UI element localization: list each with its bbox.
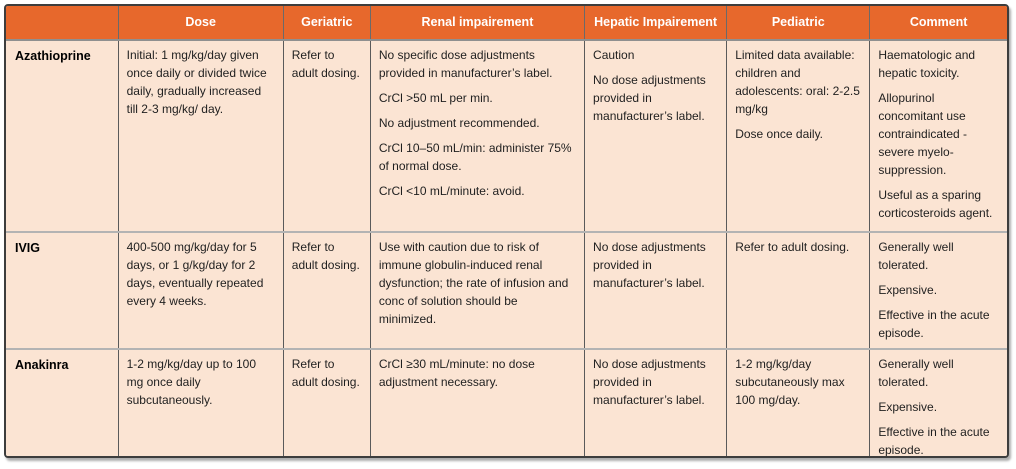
cell-paragraph: Expensive. <box>878 283 938 297</box>
cell-paragraph: CrCl >50 mL per min. <box>378 91 493 105</box>
cell-anakinra-dose: 1-2 mg/kg/day up to 100 mg once daily su… <box>117 348 284 456</box>
cell-paragraph: Refer to adult dosing. <box>291 240 360 272</box>
cell-paragraph: Refer to adult dosing. <box>291 357 360 389</box>
cell-paragraph: 1-2 mg/kg/day up to 100 mg once daily su… <box>126 357 257 407</box>
cell-paragraph: Refer to adult dosing. <box>735 240 850 254</box>
cell-azathioprine-geriatric: Refer to adult dosing. <box>282 40 371 232</box>
cell-azathioprine-hepatic-impairement: Caution No dose adjustments provided in m… <box>584 40 727 232</box>
column-header-hepatic-impairement: Hepatic Impairement <box>584 6 727 41</box>
cell-paragraph: No dose adjustments provided in manufact… <box>593 73 706 123</box>
column-header-drug-corner <box>6 6 119 41</box>
cell-paragraph: No dose adjustments provided in manufact… <box>593 357 706 407</box>
cell-paragraph: Useful as a sparing corticosteroids agen… <box>878 188 993 220</box>
cell-paragraph: 400-500 mg/kg/day for 5 days, or 1 g/kg/… <box>126 240 264 308</box>
cell-ivig-dose: 400-500 mg/kg/day for 5 days, or 1 g/kg/… <box>117 231 284 349</box>
column-header-renal-impairement: Renal impairement <box>369 6 585 41</box>
cell-anakinra-hepatic-impairement: No dose adjustments provided in manufact… <box>584 348 727 456</box>
cell-paragraph: 1-2 mg/kg/day subcutaneously max 100 mg/… <box>735 357 845 407</box>
cell-paragraph: Refer to adult dosing. <box>291 48 360 80</box>
cell-ivig-geriatric: Refer to adult dosing. <box>282 231 371 349</box>
cell-anakinra-geriatric: Refer to adult dosing. <box>282 348 371 456</box>
cell-paragraph: CrCl <10 mL/minute: avoid. <box>378 184 525 198</box>
cell-ivig-renal-impairement: Use with caution due to risk of immune g… <box>369 231 585 349</box>
cell-anakinra-renal-impairement: CrCl ≥30 mL/minute: no dose adjustment n… <box>369 348 585 456</box>
cell-anakinra-comment: Generally well tolerated. Expensive. Effec… <box>869 348 1007 457</box>
dosing-table-frame: Dose Geriatric Renal impairement Hepatic Im… <box>4 4 1009 458</box>
cell-azathioprine-comment: Haematologic and hepatic toxicity. Allopu… <box>869 40 1007 232</box>
cell-paragraph: Dose once daily. <box>735 127 824 141</box>
cell-azathioprine-dose: Initial: 1 mg/kg/day given once daily or… <box>117 40 284 232</box>
cell-paragraph: Generally well tolerated. <box>878 357 954 389</box>
drug-name-cell: IVIG <box>6 231 119 349</box>
cell-paragraph: Use with caution due to risk of immune g… <box>378 240 569 326</box>
cell-paragraph: Generally well tolerated. <box>878 240 954 272</box>
table-row-azathioprine: Azathioprine Initial: 1 mg/kg/day given o… <box>6 40 1007 232</box>
cell-paragraph: CrCl 10–50 mL/min: administer 75% of nor… <box>378 141 572 173</box>
column-header-dose: Dose <box>117 6 284 41</box>
column-header-pediatric: Pediatric <box>726 6 870 41</box>
cell-paragraph: No adjustment recommended. <box>378 116 540 130</box>
cell-paragraph: Effective in the acute episode. <box>878 425 990 457</box>
cell-ivig-comment: Generally well tolerated. Expensive. Effec… <box>869 231 1007 349</box>
cell-paragraph: Caution <box>593 48 635 62</box>
cell-ivig-hepatic-impairement: No dose adjustments provided in manufact… <box>584 231 727 349</box>
cell-anakinra-pediatric: 1-2 mg/kg/day subcutaneously max 100 mg/… <box>726 348 870 456</box>
drug-dosing-table: Dose Geriatric Renal impairement Hepatic Im… <box>6 6 1007 457</box>
cell-paragraph: Initial: 1 mg/kg/day given once daily or… <box>126 48 267 116</box>
header-row: Dose Geriatric Renal impairement Hepatic Im… <box>6 6 1007 41</box>
cell-ivig-pediatric: Refer to adult dosing. <box>726 231 870 349</box>
column-header-comment: Comment <box>869 6 1007 41</box>
drug-name-cell: Anakinra <box>6 348 119 456</box>
cell-paragraph: Expensive. <box>878 400 938 414</box>
cell-paragraph: Limited data available: children and ado… <box>735 48 860 116</box>
cell-paragraph: No specific dose adjustments provided in… <box>378 48 553 80</box>
cell-azathioprine-renal-impairement: No specific dose adjustments provided in… <box>369 40 585 232</box>
cell-paragraph: CrCl ≥30 mL/minute: no dose adjustment n… <box>378 357 535 389</box>
table-row-ivig: IVIG 400-500 mg/kg/day for 5 days, or 1 g… <box>6 231 1007 349</box>
cell-azathioprine-pediatric: Limited data available: children and ado… <box>726 40 870 232</box>
cell-paragraph: No dose adjustments provided in manufact… <box>593 240 706 290</box>
drug-name-cell: Azathioprine <box>6 40 119 232</box>
cell-paragraph: Effective in the acute episode. <box>878 308 990 340</box>
table-row-anakinra: Anakinra 1-2 mg/kg/day up to 100 mg once … <box>6 348 1007 457</box>
cell-paragraph: Haematologic and hepatic toxicity. <box>878 48 976 80</box>
cell-paragraph: Allopurinol concomitant use contraindica… <box>878 91 968 177</box>
column-header-geriatric: Geriatric <box>282 6 371 41</box>
